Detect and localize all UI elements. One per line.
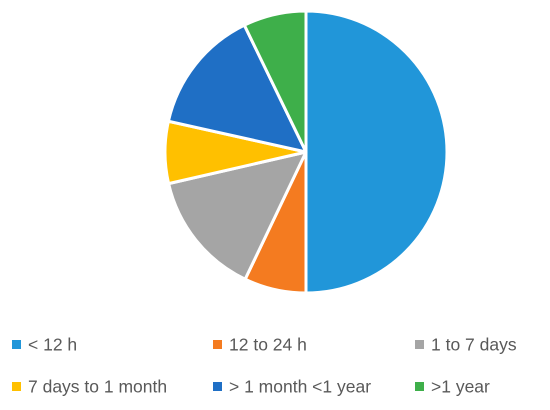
pie-slice-6 [242,9,308,154]
pie-slice-3 [167,150,308,281]
legend: < 12 h 12 to 24 h 1 to 7 days 7 days to 1 m… [12,335,517,397]
legend-label: > 1 month <1 year [229,377,371,397]
legend-label: 1 to 7 days [431,335,517,355]
legend-item-3: 1 to 7 days [415,335,517,355]
pie-slice-5 [166,23,308,154]
legend-swatch [12,382,21,391]
legend-label: 7 days to 1 month [28,377,167,397]
legend-label: 12 to 24 h [229,335,307,355]
legend-swatch [415,340,424,349]
legend-swatch [213,382,222,391]
legend-swatch [213,340,222,349]
legend-item-4: 7 days to 1 month [12,377,167,397]
legend-swatch [12,340,21,349]
legend-item-1: < 12 h [12,335,77,355]
legend-label: >1 year [431,377,490,397]
legend-label: < 12 h [28,335,77,355]
legend-item-2: 12 to 24 h [213,335,307,355]
legend-item-6: >1 year [415,377,490,397]
pie-slices [163,9,449,295]
legend-item-5: > 1 month <1 year [213,377,371,397]
pie-slice-1 [304,9,449,295]
legend-swatch [415,382,424,391]
